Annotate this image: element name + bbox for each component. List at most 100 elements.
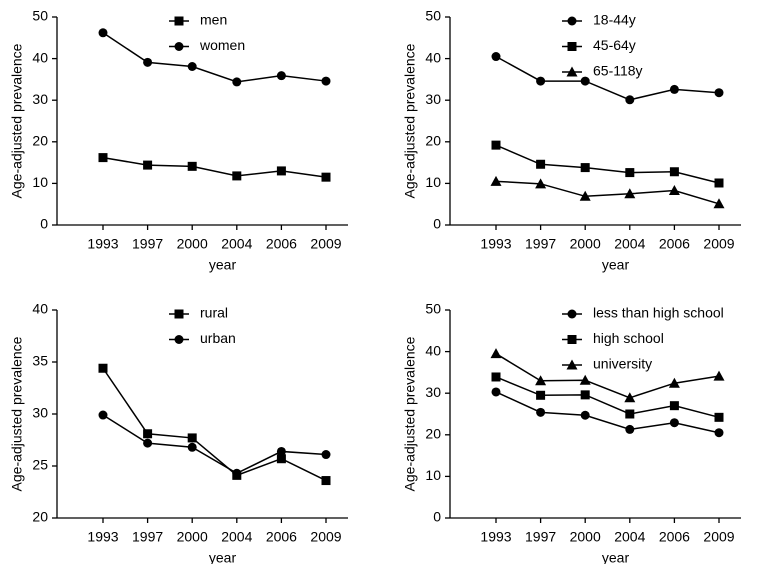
data-point — [187, 161, 197, 171]
data-point — [232, 77, 242, 87]
data-point — [625, 409, 635, 419]
legend-label: 65-118y — [593, 63, 643, 79]
x-tick-label: 2006 — [659, 236, 690, 252]
x-tick-label: 2004 — [614, 529, 645, 545]
y-tick-label: 50 — [425, 8, 441, 24]
data-point — [669, 401, 679, 411]
legend-marker — [174, 16, 184, 26]
data-point — [668, 184, 680, 195]
y-axis-label: Age-adjusted prevalence — [402, 43, 418, 198]
legend-label: rural — [200, 305, 228, 321]
series-line — [102, 367, 327, 482]
x-tick-label: 1997 — [525, 236, 556, 252]
data-point — [580, 390, 590, 400]
x-tick-label: 2009 — [703, 236, 734, 252]
y-tick-label: 0 — [40, 216, 48, 232]
series-line — [495, 391, 720, 434]
y-tick-label: 10 — [32, 174, 48, 190]
y-tick-label: 40 — [32, 301, 48, 317]
data-point — [580, 410, 590, 420]
x-tick-label: 2004 — [614, 236, 645, 252]
series-line — [495, 180, 720, 205]
data-point — [491, 372, 501, 382]
series-line — [495, 353, 720, 399]
y-tick-label: 40 — [425, 342, 441, 358]
data-point — [232, 468, 242, 478]
data-point — [536, 76, 546, 86]
y-tick-label: 30 — [425, 384, 441, 400]
series-line — [102, 414, 327, 475]
y-axis-label: Age-adjusted prevalence — [9, 336, 25, 491]
data-point — [714, 428, 724, 438]
x-tick-label: 1993 — [480, 529, 511, 545]
x-tick-label: 1997 — [132, 529, 163, 545]
data-point — [579, 374, 591, 385]
data-point — [669, 167, 679, 177]
y-tick-label: 40 — [32, 49, 48, 65]
series-line — [495, 376, 720, 419]
data-point — [187, 433, 197, 443]
data-point — [714, 178, 724, 188]
y-axis-label: Age-adjusted prevalence — [402, 336, 418, 491]
legend-marker — [567, 309, 577, 319]
y-tick-label: 25 — [32, 457, 48, 473]
legend-label: men — [200, 12, 227, 28]
data-point — [713, 370, 725, 381]
x-tick-label: 2006 — [266, 529, 297, 545]
legend-marker — [174, 335, 184, 344]
data-point — [276, 454, 286, 464]
x-tick-label: 2009 — [310, 236, 341, 252]
x-tick-label: 1997 — [525, 529, 556, 545]
data-point — [669, 84, 679, 94]
x-tick-label: 1997 — [132, 236, 163, 252]
y-tick-label: 30 — [32, 91, 48, 107]
x-tick-label: 1993 — [480, 236, 511, 252]
y-tick-label: 10 — [425, 174, 441, 190]
data-point — [714, 412, 724, 422]
data-point — [143, 160, 153, 170]
y-tick-label: 20 — [425, 426, 441, 442]
x-tick-label: 2000 — [177, 529, 208, 545]
x-tick-label: 2000 — [570, 236, 601, 252]
data-point — [491, 387, 501, 397]
series-line — [102, 156, 327, 178]
legend-label: urban — [200, 330, 236, 346]
data-point — [276, 71, 286, 81]
y-tick-label: 0 — [433, 216, 441, 232]
x-tick-label: 2004 — [221, 236, 252, 252]
legend-label: university — [593, 356, 652, 372]
data-point — [579, 190, 591, 201]
data-point — [187, 442, 197, 452]
series-line — [495, 55, 720, 101]
data-point — [321, 172, 331, 182]
data-point — [232, 171, 242, 181]
data-point — [491, 52, 501, 62]
legend-label: high school — [593, 330, 664, 346]
data-point — [625, 168, 635, 178]
data-point — [535, 178, 547, 189]
series-line — [102, 32, 327, 83]
y-tick-label: 30 — [425, 91, 441, 107]
legend-label: women — [199, 37, 245, 53]
y-tick-label: 20 — [32, 509, 48, 525]
data-point — [187, 62, 197, 72]
y-tick-label: 20 — [32, 133, 48, 149]
x-tick-label: 2009 — [703, 529, 734, 545]
y-axis-label: Age-adjusted prevalence — [9, 43, 25, 198]
data-point — [143, 57, 153, 67]
data-point — [713, 198, 725, 209]
data-point — [98, 410, 108, 420]
y-tick-label: 50 — [32, 8, 48, 24]
data-point — [490, 175, 502, 186]
data-point — [536, 390, 546, 400]
data-point — [276, 446, 286, 456]
data-point — [98, 153, 108, 163]
legend-label: 45-64y — [593, 37, 636, 53]
y-tick-label: 40 — [425, 49, 441, 65]
data-point — [580, 76, 590, 86]
data-point — [321, 76, 331, 86]
legend-label: less than high school — [593, 305, 724, 321]
data-point — [580, 163, 590, 173]
data-point — [321, 476, 331, 486]
